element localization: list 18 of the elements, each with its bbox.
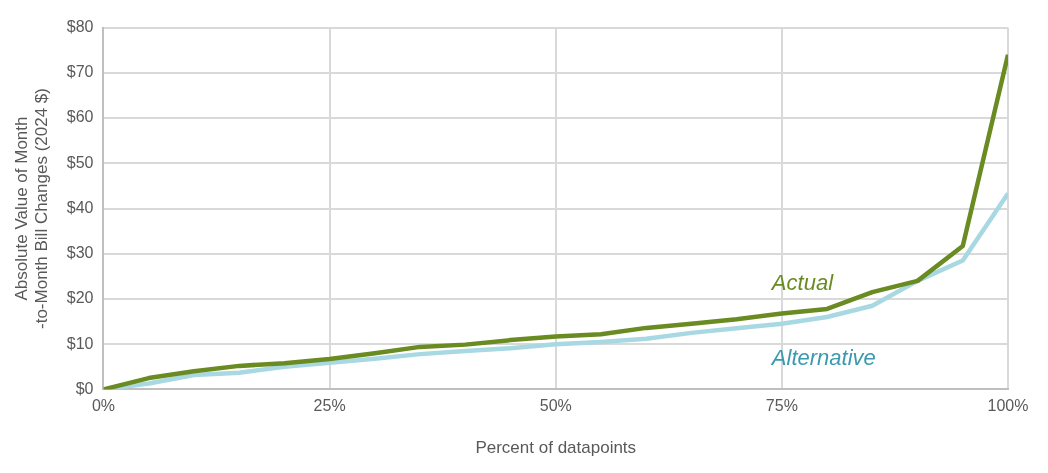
y-tick-label: $60 [66,108,94,126]
series-label: Actual [769,269,835,295]
x-tick-label: 50% [539,397,572,415]
x-tick-label: 75% [765,397,798,415]
y-tick-label: $10 [66,334,94,352]
x-tick-label: 25% [313,397,346,415]
y-tick-label: $80 [66,18,94,36]
y-axis-title: Absolute Value of Month -to-Month Bill Changes (2024 $) [11,88,52,329]
y-tick-label: $30 [66,244,94,262]
y-tick-label: $70 [66,63,94,81]
y-tick-label: $0 [75,379,94,397]
series-label: Alternative [769,344,876,370]
y-tick-label: $40 [66,198,94,216]
x-tick-label: 100% [987,397,1029,415]
x-axis-title: Percent of datapoints [475,438,637,458]
y-tick-label: $50 [66,153,94,171]
y-tick-label: $20 [66,289,94,307]
x-tick-label: 0% [91,397,116,415]
